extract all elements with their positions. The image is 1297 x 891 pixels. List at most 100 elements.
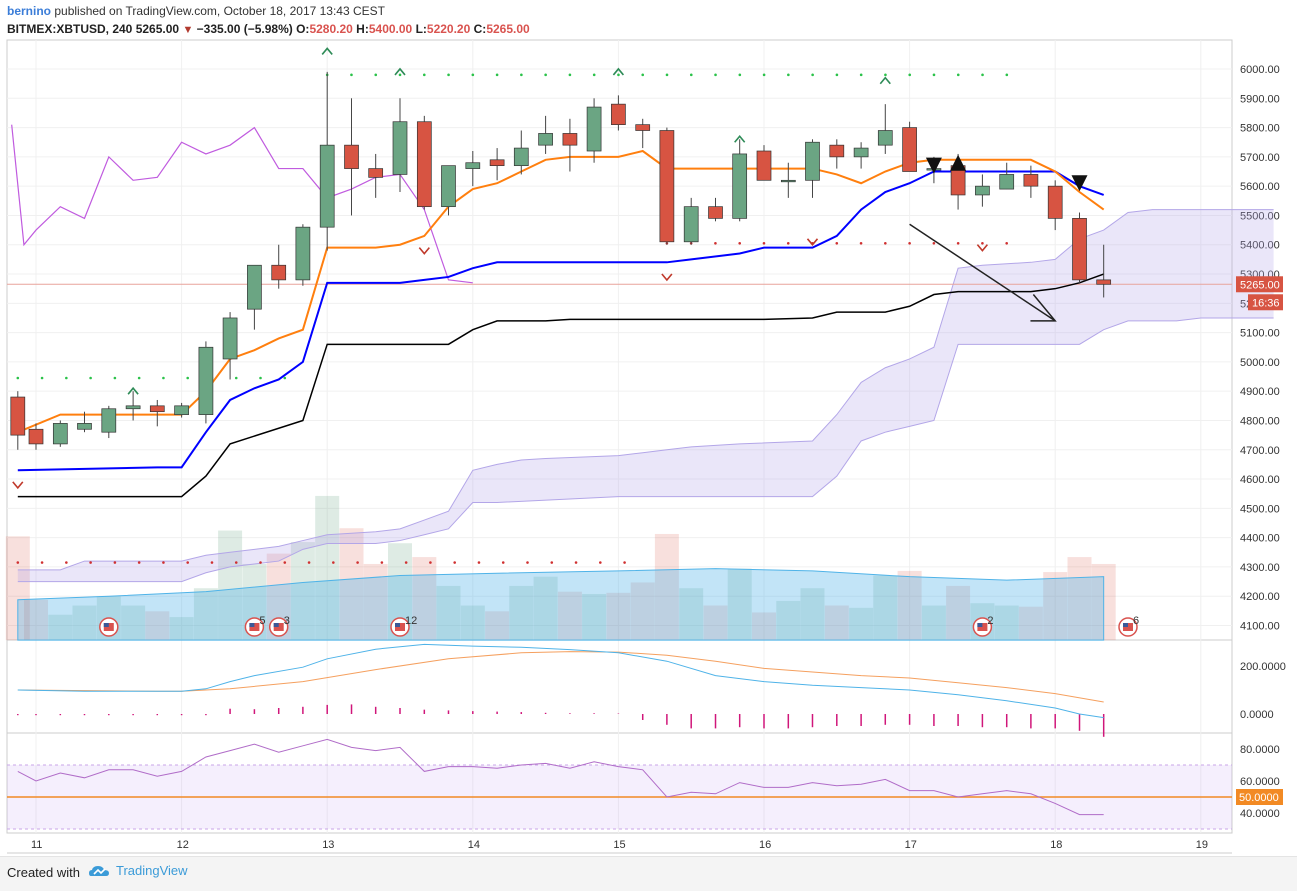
chevron-up-icon <box>612 67 625 76</box>
tradingview-brand-link[interactable]: TradingView <box>88 863 188 878</box>
ohlc-line: BITMEX:XBTUSD, 240 5265.00 ▼ −335.00 (−5… <box>7 22 530 36</box>
signal-dot-mid <box>40 376 44 380</box>
volume-bar <box>946 585 971 641</box>
signal-dot-top <box>520 73 523 77</box>
signal-dot-top <box>908 73 912 77</box>
candle-down <box>756 150 772 181</box>
chevron-down-icon <box>976 244 989 252</box>
author-link[interactable]: bernino <box>7 4 51 18</box>
candle-up <box>222 317 238 360</box>
candle-up <box>538 133 553 146</box>
time-tick-label: 14 <box>468 839 480 851</box>
signal-dot-low-red <box>137 561 141 564</box>
volume-bar <box>776 600 801 641</box>
last-price-badge <box>1236 276 1283 293</box>
signal-dot-low-red <box>283 561 287 564</box>
signal-dot-mid-red <box>1005 241 1008 245</box>
volume-bar <box>727 568 752 641</box>
time-tick-label: 17 <box>905 839 917 851</box>
price-pane-frame <box>6 39 1233 641</box>
volume-bar <box>873 575 898 641</box>
signal-dot-mid-red <box>956 241 960 245</box>
signal-dot-mid <box>186 376 190 380</box>
countdown-badge-label: 16:36 <box>1252 297 1280 309</box>
signal-dot-low-red <box>40 561 44 564</box>
candle-down <box>28 428 44 445</box>
candle-down <box>271 264 287 281</box>
macd-tick-label: 0.0000 <box>1240 709 1274 721</box>
signal-dot-top <box>350 73 353 77</box>
tradingview-brand-label: TradingView <box>116 863 188 878</box>
candle-down <box>562 133 578 146</box>
signal-dot-low-red <box>332 561 335 564</box>
price-tick-label: 5100.00 <box>1240 328 1280 340</box>
chevron-up-icon <box>394 67 406 76</box>
chevron-up-icon <box>127 386 139 395</box>
event-count-label: 5 <box>259 615 265 627</box>
time-tick-label: 18 <box>1050 839 1062 851</box>
candle-down <box>708 206 723 219</box>
volume-bar <box>460 605 485 641</box>
rsi-mid-badge-label: 50.0000 <box>1239 792 1279 804</box>
chevron-up-icon <box>734 135 746 143</box>
signal-dot-mid-red <box>908 241 911 245</box>
candle-down <box>611 103 626 126</box>
candle-up <box>441 165 456 208</box>
candle-up <box>853 147 869 158</box>
signal-dot-mid <box>234 376 238 380</box>
close-value: 5265.00 <box>486 22 530 36</box>
rsi-mid-badge <box>1236 789 1283 805</box>
volume-bar <box>72 605 97 641</box>
rsi-tick-label: 60.0000 <box>1240 776 1280 788</box>
candle-up <box>732 153 748 219</box>
volume-bar <box>606 592 631 641</box>
signal-dot-top <box>617 73 620 77</box>
candle-up <box>198 346 214 415</box>
price-tick-label: 4200.00 <box>1240 591 1280 603</box>
volume-bar <box>557 591 582 641</box>
created-with-text: Created with <box>7 865 80 880</box>
signal-dot-low-red <box>477 561 481 564</box>
volume-bar <box>315 495 340 641</box>
flag-canton <box>395 623 400 627</box>
countdown-badge <box>1248 294 1283 311</box>
publish-line: bernino published on TradingView.com, Oc… <box>7 4 385 18</box>
candle-down <box>368 168 384 178</box>
volume-bar <box>193 588 218 641</box>
volume-bar <box>169 617 194 641</box>
signal-dot-low-red <box>186 561 190 564</box>
candle-down <box>635 124 651 131</box>
candle-up <box>295 226 311 281</box>
signal-dot-top <box>568 73 572 77</box>
open-value: 5280.20 <box>309 22 353 36</box>
signal-dot-top <box>641 73 645 77</box>
candle-up <box>975 185 990 196</box>
time-tick-label: 13 <box>322 839 334 851</box>
volume-bar <box>509 585 534 641</box>
candle-up <box>513 147 529 167</box>
signal-dot-top <box>495 73 499 77</box>
signal-dot-top <box>835 73 839 77</box>
cloud-upper-line <box>17 209 1274 571</box>
candle-up <box>174 405 189 415</box>
price-chart[interactable]: 4100.00 4200.00 4300.00 4400.00 4500.00 4600.… <box>0 0 1297 856</box>
candle-up <box>101 408 117 433</box>
candle-up <box>465 162 481 169</box>
signal-dot-low-red <box>574 561 578 564</box>
signal-dot-mid <box>65 376 68 380</box>
macd-pane-frame <box>6 639 1233 734</box>
candle-down <box>1072 218 1087 281</box>
last-price-badge-label: 5265.00 <box>1240 279 1280 291</box>
event-count-label: 6 <box>1133 615 1139 627</box>
chevron-down-icon <box>12 481 24 490</box>
chevron-up-icon <box>321 47 333 55</box>
price-tick-label: 5400.00 <box>1240 240 1280 252</box>
price-tick-label: 6000.00 <box>1240 64 1280 76</box>
kijun-line <box>17 170 1105 472</box>
volume-bar <box>921 605 946 641</box>
macd-tick-label: 200.0000 <box>1240 661 1286 673</box>
price-tick-label: 4400.00 <box>1240 533 1280 545</box>
macd-line <box>17 643 1104 719</box>
candle-down <box>902 127 917 172</box>
volume-bar <box>897 570 922 641</box>
